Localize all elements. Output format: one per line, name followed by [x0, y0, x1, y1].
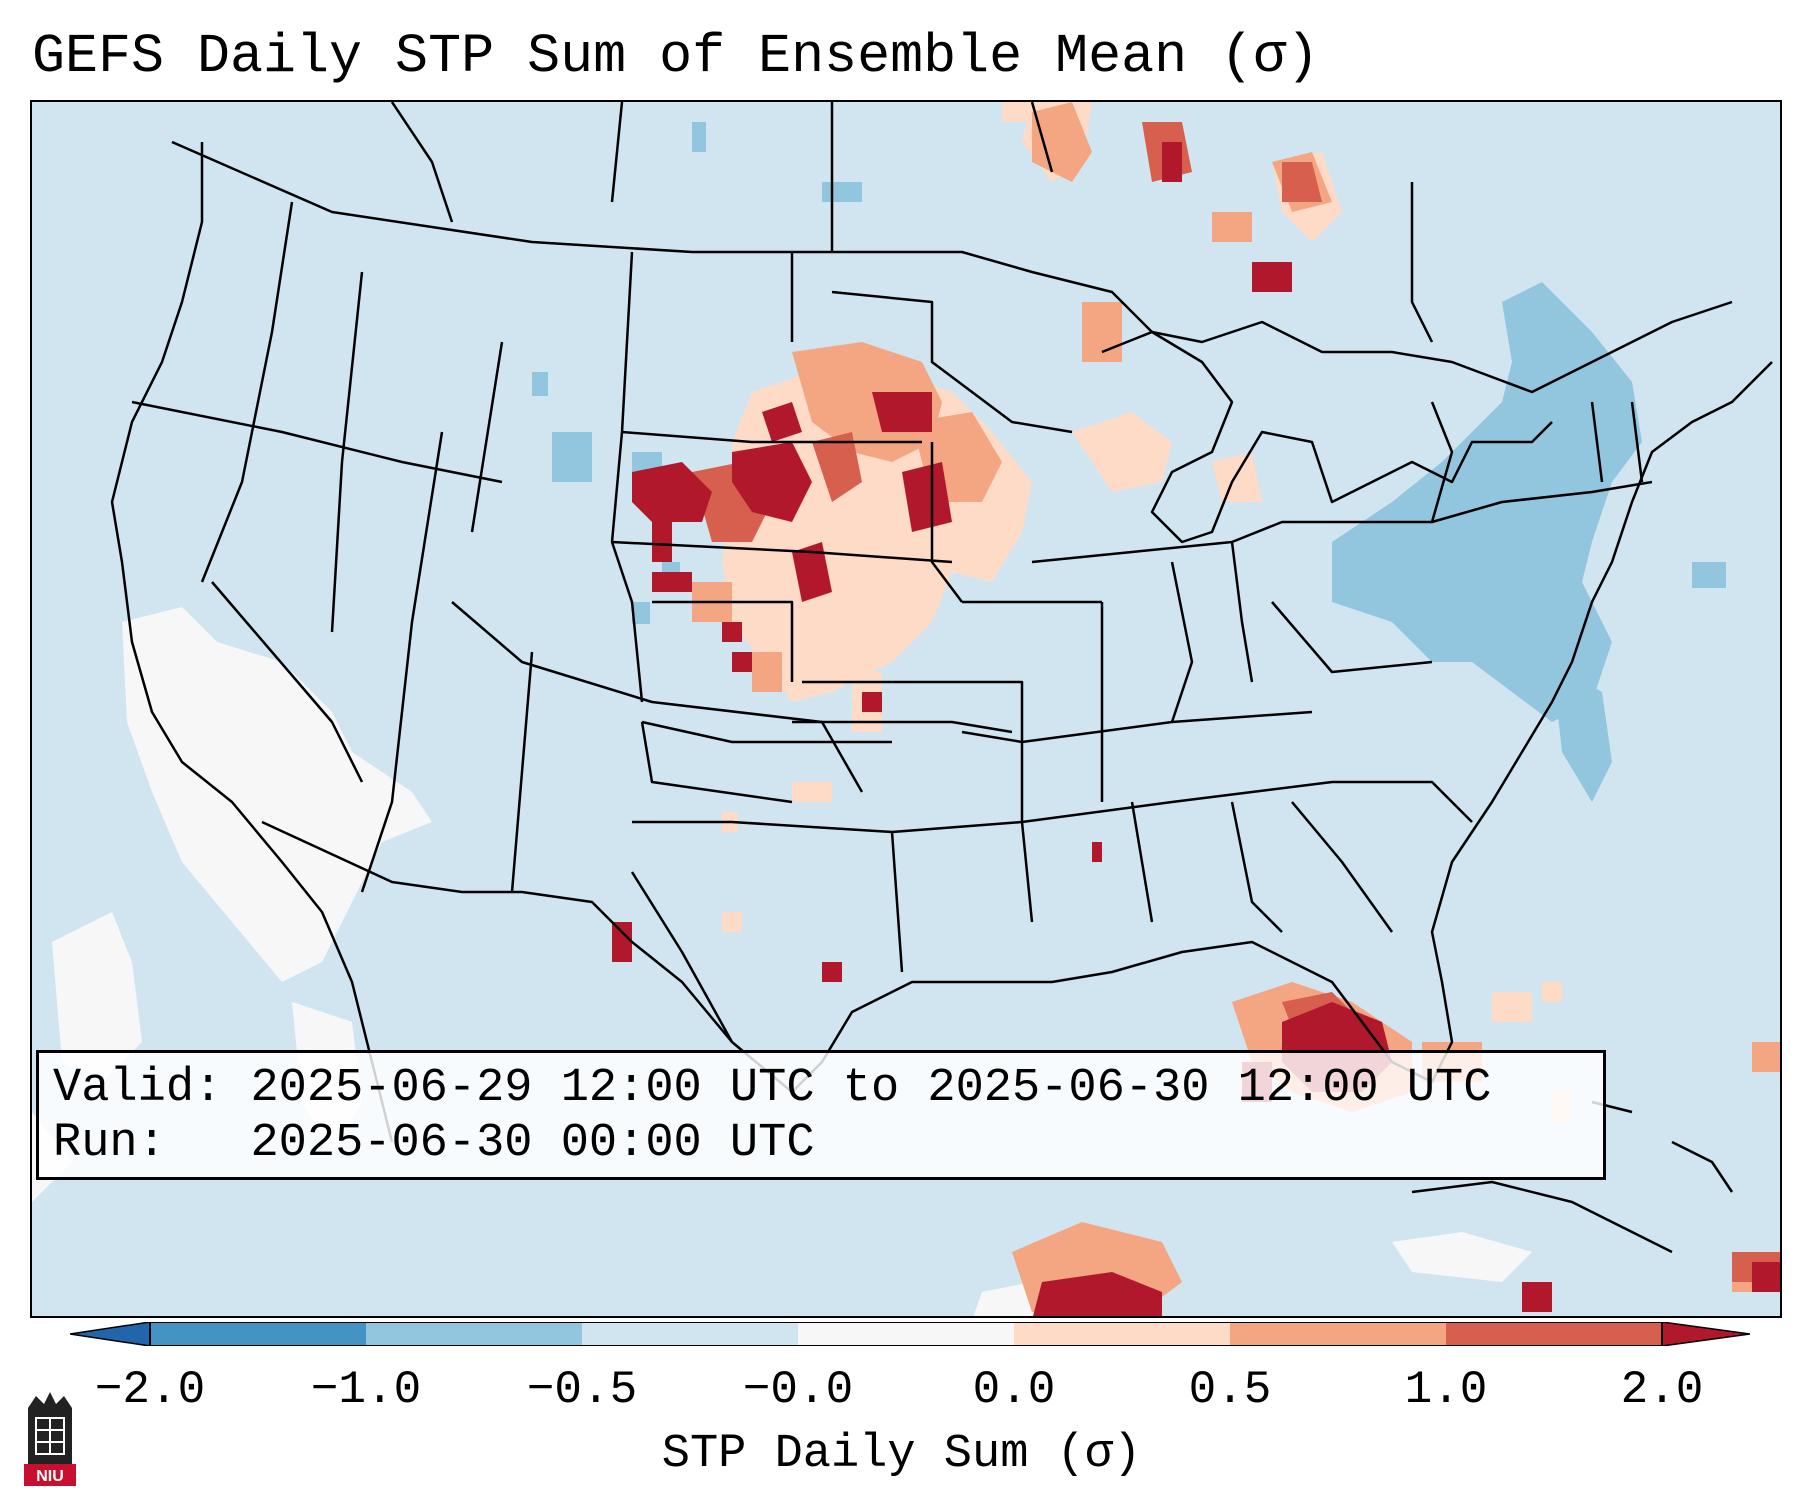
canada-provinces: [390, 102, 1434, 343]
colorbar-extend-high: [1661, 1322, 1750, 1346]
colorbar-segment-6: [1230, 1322, 1446, 1346]
colorbar-tick-label: 2.0: [1620, 1364, 1704, 1416]
colorbar-segment-2: [366, 1322, 582, 1346]
colorbar-tick-label: −2.0: [94, 1364, 206, 1416]
chart-title: GEFS Daily STP Sum of Ensemble Mean (σ): [32, 25, 1320, 88]
colorbar-tick-label: −0.0: [742, 1364, 854, 1416]
map-outlines: [110, 102, 1773, 1254]
us-canada-border: [171, 140, 1733, 394]
niu-logo: NIU: [24, 1392, 76, 1486]
colorbar-segment-3: [582, 1322, 798, 1346]
colorbar-segment-1: [150, 1322, 366, 1346]
colorbar-tick-label: 1.0: [1404, 1364, 1488, 1416]
colorbar-label: STP Daily Sum (σ): [661, 1428, 1142, 1481]
colorbar-tick-label: −0.5: [526, 1364, 638, 1416]
valid-label: Valid:: [53, 1062, 223, 1115]
state-lines-west: [131, 201, 864, 893]
colorbar-extend-low: [70, 1322, 151, 1346]
valid-time-box: Valid: 2025-06-29 12:00 UTC to 2025-06-3…: [36, 1050, 1606, 1180]
colorbar-tick-label: 0.5: [1188, 1364, 1272, 1416]
colorbar-tick-label: −1.0: [310, 1364, 422, 1416]
colorbar: [70, 1322, 1750, 1346]
state-lines-east: [1031, 401, 1653, 933]
near-zero-anomaly-areas: [32, 607, 1532, 1316]
colorbar-segment-7: [1446, 1322, 1662, 1346]
map-canvas: [32, 102, 1780, 1316]
svg-text:NIU: NIU: [36, 1468, 64, 1485]
colorbar-segment-4: [798, 1322, 1014, 1346]
colorbar-segment-5: [1014, 1322, 1230, 1346]
run-label: Run:: [53, 1117, 166, 1170]
colorbar-tick-label: 0.0: [972, 1364, 1056, 1416]
pacific-coastline: [110, 142, 394, 1143]
state-lines-central: [610, 251, 1333, 973]
valid-value: 2025-06-29 12:00 UTC to 2025-06-30 12:00…: [250, 1062, 1492, 1115]
great-lakes: [1101, 330, 1553, 544]
us-mexico-border: [261, 820, 733, 1043]
run-value: 2025-06-30 00:00 UTC: [250, 1117, 815, 1170]
